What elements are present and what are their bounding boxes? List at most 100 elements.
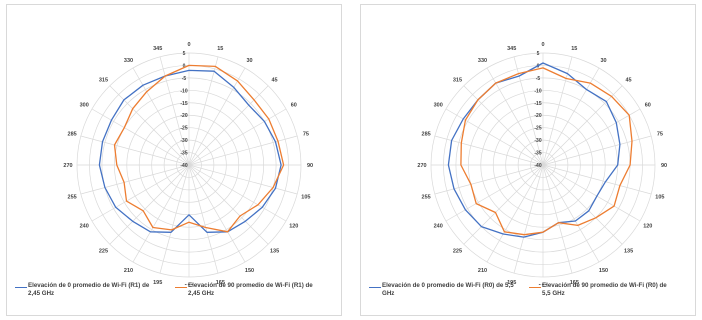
angle-tick-label: 180 (184, 284, 193, 285)
angle-tick-label: 315 (453, 77, 462, 83)
angle-tick-label: 195 (507, 280, 516, 285)
grid-spoke (188, 164, 269, 245)
angle-tick-label: 285 (422, 132, 431, 138)
legend-swatch-1-0 (15, 287, 27, 288)
grid-spoke (434, 135, 544, 166)
angle-tick-label: 255 (68, 194, 77, 200)
polar-chart-1: 0 15 30 45 60 75 90 105 120 135 150 165 180 195 210 225… (63, 42, 313, 285)
polar-grid-2 (430, 52, 656, 278)
grid-spoke (513, 164, 544, 274)
grid-spoke (542, 164, 623, 245)
polar-grid-1 (76, 52, 302, 278)
series-1-0 (98, 69, 282, 233)
grid-spoke (132, 164, 190, 263)
radial-tick-label: -30 (180, 138, 187, 144)
angle-tick-label: 15 (571, 46, 577, 52)
grid-spoke (486, 67, 544, 166)
angle-tick-label: 210 (478, 268, 487, 274)
grid-spoke (188, 164, 219, 274)
angle-tick-label: 240 (434, 224, 443, 230)
legend-label-1-1: Elevación de 90 promedio de Wi-Fi (R1) d… (188, 282, 313, 297)
legend-label-1-0: Elevación de 0 promedio de Wi-Fi (R1) de… (28, 282, 150, 297)
grid-spoke (542, 164, 600, 263)
radial-tick-label: -15 (534, 101, 541, 107)
series-2-1 (460, 67, 633, 236)
grid-spoke (188, 67, 246, 166)
angle-tick-label: 30 (600, 58, 606, 64)
grid-spoke (542, 164, 573, 274)
angle-tick-label: 45 (625, 77, 631, 83)
legend-label-2-1: Elevación de 90 promedio de Wi-Fi (R0) d… (542, 282, 667, 297)
legend-swatch-2-0 (369, 287, 381, 288)
angle-tick-label: 225 (453, 249, 462, 255)
chart-panel-2: 0 15 30 45 60 75 90 105 120 135 150 165 180 195 210 225… (360, 4, 696, 316)
angle-tick-label: 210 (124, 268, 133, 274)
legend-swatch-1-1 (175, 287, 187, 288)
grid-spoke (542, 164, 652, 195)
legend-label-2-0: Elevación de 0 promedio de Wi-Fi (R0) de… (382, 282, 514, 297)
angle-tick-label: 180 (538, 284, 547, 285)
radial-tick-label: -35 (534, 151, 541, 157)
grid-spoke (463, 164, 544, 245)
angle-tick-label: 150 (599, 268, 608, 274)
angle-tick-label: 135 (270, 249, 279, 255)
radial-tick-label: -10 (180, 88, 187, 94)
angle-tick-label: 150 (245, 268, 254, 274)
grid-spoke (188, 135, 298, 166)
angle-tick-label: 105 (655, 194, 664, 200)
polar-chart-2: 0 15 30 45 60 75 90 105 120 135 150 165 180 195 210 225… (417, 42, 667, 285)
grid-spoke (91, 108, 190, 166)
angle-tick-label: 90 (661, 163, 667, 169)
series-1-1 (113, 64, 285, 233)
angle-tick-label: 75 (303, 132, 309, 138)
grid-spoke (188, 164, 298, 195)
grid-spoke (109, 164, 190, 245)
angle-tick-label: 225 (99, 249, 108, 255)
angle-tick-label: 0 (541, 42, 544, 48)
angle-tick-label: 195 (153, 280, 162, 285)
radial-tick-label: -40 (534, 163, 541, 169)
grid-spoke (80, 164, 190, 195)
radial-tick-label: -15 (180, 101, 187, 107)
grid-spoke (188, 164, 287, 222)
grid-spoke (159, 56, 190, 166)
angle-tick-label: 90 (307, 163, 313, 169)
grid-spoke (445, 164, 544, 222)
radial-tick-label: -10 (534, 88, 541, 94)
angle-tick-label: 345 (153, 46, 162, 52)
radial-tick-label: 0 (537, 63, 540, 69)
radial-tick-label: 5 (537, 51, 540, 57)
grid-spoke (542, 56, 573, 166)
angle-tick-label: 60 (291, 103, 297, 109)
grid-spoke (188, 85, 269, 166)
grid-spoke (486, 164, 544, 263)
legend-swatch-2-1 (529, 287, 541, 288)
angle-tick-label: 15 (217, 46, 223, 52)
grid-spoke (513, 56, 544, 166)
radial-tick-label: -20 (180, 113, 187, 119)
radial-tick-label: -5 (536, 76, 541, 82)
grid-spoke (434, 164, 544, 195)
angle-tick-label: 270 (417, 163, 426, 169)
angle-tick-label: 165 (216, 280, 225, 285)
radial-tick-label: -35 (180, 151, 187, 157)
angle-tick-label: 270 (63, 163, 72, 169)
angle-tick-label: 240 (80, 224, 89, 230)
angle-tick-label: 300 (434, 103, 443, 109)
grid-spoke (542, 164, 641, 222)
radial-tick-label: -40 (180, 163, 187, 169)
radial-tick-label: 0 (183, 63, 186, 69)
legend-2: Elevación de 0 promedio de Wi-Fi (R0) de… (361, 282, 697, 312)
angle-tick-label: 285 (68, 132, 77, 138)
angle-tick-label: 300 (80, 103, 89, 109)
angle-tick-label: 45 (271, 77, 277, 83)
chart-panel-1: 0 15 30 45 60 75 90 105 120 135 150 165 180 195 210 225… (6, 4, 342, 316)
radial-tick-label: -20 (534, 113, 541, 119)
grid-spoke (542, 135, 652, 166)
angle-tick-label: 315 (99, 77, 108, 83)
radial-tick-label: 5 (183, 51, 186, 57)
angle-tick-label: 345 (507, 46, 516, 52)
angle-tick-label: 105 (301, 194, 310, 200)
angle-tick-label: 255 (422, 194, 431, 200)
angle-tick-label: 330 (124, 58, 133, 64)
